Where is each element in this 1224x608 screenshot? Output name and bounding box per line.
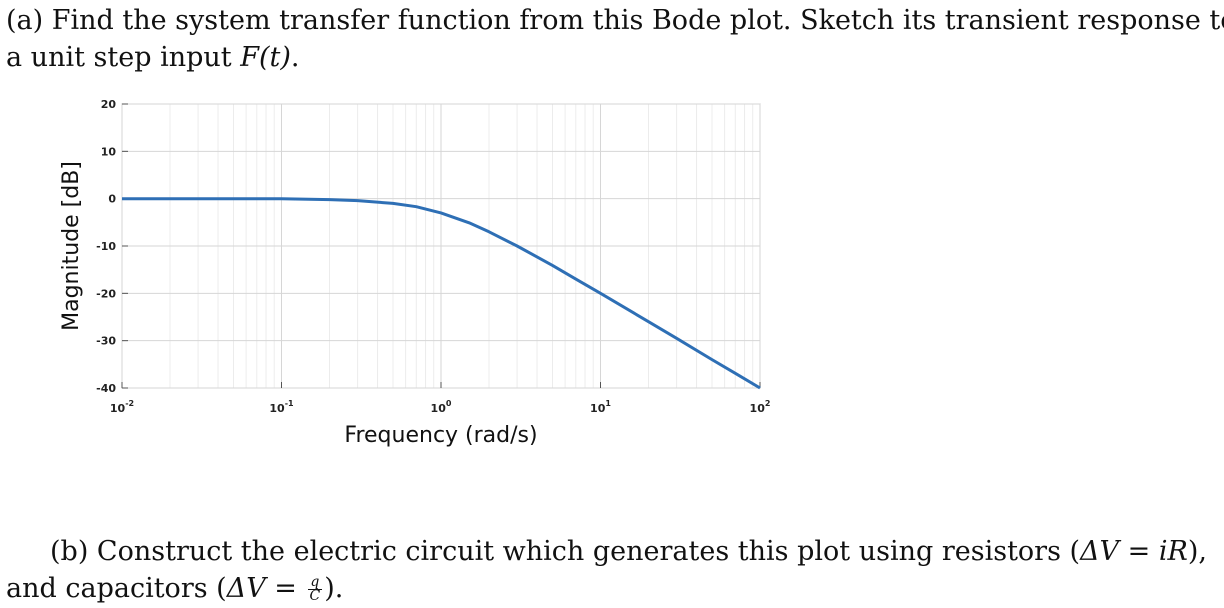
grid — [121, 103, 761, 389]
y-tick-label: -30 — [96, 335, 116, 348]
x-tick-label: 10-1 — [269, 399, 294, 415]
x-tick-label: 10-2 — [110, 399, 134, 415]
fraction-denominator: C — [309, 588, 321, 604]
x-tick-label: 100 — [431, 399, 452, 415]
y-tick-label: -20 — [96, 287, 116, 300]
y-tick-label: -40 — [96, 382, 116, 395]
input-function-math: F(t) — [240, 42, 291, 73]
question-a-line2-text: a unit step input — [6, 42, 241, 73]
question-a-line1: (a) Find the system transfer function fr… — [6, 5, 1224, 36]
x-axis-label: Frequency (rad/s) — [344, 423, 537, 448]
fraction-numerator: q — [307, 575, 323, 590]
y-ticks: 20 10 0 -10 -20 -30 -40 — [96, 98, 128, 395]
question-b-line2-text: and capacitors ( — [6, 573, 227, 604]
question-a-line2-end: . — [290, 42, 300, 73]
x-tick-label: 102 — [750, 399, 771, 415]
question-b-line1: (b) Construct the electric circuit which… — [6, 533, 1218, 570]
question-b-line1-text: (b) Construct the electric circuit which… — [50, 536, 1081, 567]
question-b-line2-end: ). — [324, 573, 344, 604]
question-b-line2: and capacitors (ΔV = q C). — [6, 570, 1218, 607]
x-tick-label: 101 — [590, 399, 611, 415]
question-a-line2: a unit step input F(t). — [6, 39, 1218, 76]
y-tick-label: 10 — [101, 145, 117, 158]
resistor-equation: ΔV = iR — [1080, 536, 1188, 567]
y-tick-label: 0 — [108, 193, 116, 206]
question-b-line1-end: ), — [1187, 536, 1207, 567]
magnitude-line — [122, 197, 761, 390]
capacitor-equation: ΔV = — [226, 573, 306, 604]
x-ticks: 10-2 10-1 100 101 102 — [110, 382, 771, 415]
y-axis-label: Magnitude [dB] — [59, 161, 84, 331]
question-b: (b) Construct the electric circuit which… — [6, 533, 1218, 607]
y-tick-label: -10 — [96, 240, 116, 253]
y-tick-label: 20 — [101, 98, 117, 111]
question-a: (a) Find the system transfer function fr… — [6, 2, 1224, 76]
